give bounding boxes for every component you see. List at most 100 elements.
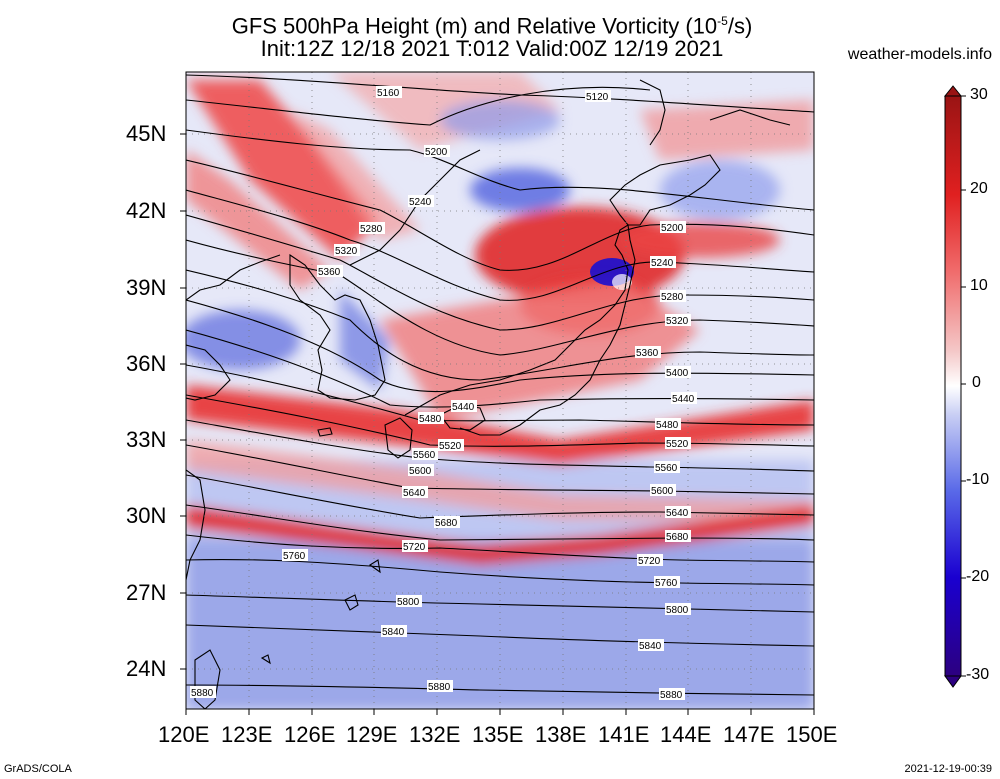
contour-label: 5720 bbox=[637, 554, 663, 567]
lon-label: 126E bbox=[284, 722, 336, 747]
svg-text:5160: 5160 bbox=[377, 88, 400, 99]
contour-label: 5800 bbox=[396, 595, 422, 608]
lon-label: 138E bbox=[535, 722, 587, 747]
contour-label: 5240 bbox=[408, 195, 434, 208]
svg-text:5840: 5840 bbox=[639, 641, 662, 652]
contour-label: 5320 bbox=[334, 244, 360, 257]
contour-label: 5720 bbox=[402, 540, 428, 553]
footer-timestamp: 2021-12-19-00:39 bbox=[904, 763, 992, 775]
contour-label: 5200 bbox=[424, 145, 450, 158]
contour-label: 5360 bbox=[635, 346, 661, 359]
lon-label: 135E bbox=[472, 722, 524, 747]
contour-label: 5520 bbox=[438, 439, 464, 452]
contour-label: 5360 bbox=[317, 265, 343, 278]
svg-text:5880: 5880 bbox=[191, 688, 214, 699]
svg-text:5600: 5600 bbox=[409, 466, 432, 477]
lat-label: 39N bbox=[126, 275, 167, 300]
contour-label: 5120 bbox=[585, 90, 611, 103]
contour-label: 5560 bbox=[654, 461, 680, 474]
contour-label: 5600 bbox=[650, 484, 676, 497]
svg-text:5560: 5560 bbox=[413, 450, 436, 461]
contour-label: 5880 bbox=[190, 686, 216, 699]
contour-label: 5480 bbox=[655, 418, 681, 431]
contour-label: 5840 bbox=[381, 625, 407, 638]
contour-label: 5640 bbox=[402, 486, 428, 499]
lat-label: 45N bbox=[126, 121, 167, 146]
contour-label: 5440 bbox=[671, 392, 697, 405]
height-contours bbox=[186, 74, 814, 696]
colorbar-label: 20 bbox=[970, 180, 988, 197]
contour-label: 5880 bbox=[427, 680, 453, 693]
colorbar-label: -30 bbox=[966, 666, 990, 683]
svg-text:5680: 5680 bbox=[435, 518, 458, 529]
svg-text:5880: 5880 bbox=[428, 682, 451, 693]
contour-label: 5200 bbox=[660, 221, 686, 234]
lon-label: 129E bbox=[346, 722, 398, 747]
footer-credit: GrADS/COLA bbox=[4, 763, 72, 775]
lat-label: 36N bbox=[126, 351, 167, 376]
svg-text:5800: 5800 bbox=[397, 597, 420, 608]
contour-label: 5800 bbox=[665, 603, 691, 616]
svg-text:5880: 5880 bbox=[660, 690, 683, 701]
lat-label: 33N bbox=[126, 427, 167, 452]
lon-label: 144E bbox=[660, 722, 712, 747]
svg-text:5240: 5240 bbox=[409, 197, 432, 208]
lat-label: 27N bbox=[126, 580, 167, 605]
svg-text:5480: 5480 bbox=[656, 420, 679, 431]
contour-label: 5680 bbox=[434, 516, 460, 529]
contour-label: 5480 bbox=[418, 412, 444, 425]
svg-text:5440: 5440 bbox=[672, 394, 695, 405]
lon-label: 147E bbox=[723, 722, 775, 747]
colorbar bbox=[943, 85, 966, 688]
contour-label: 5640 bbox=[665, 506, 691, 519]
svg-text:5640: 5640 bbox=[666, 508, 689, 519]
svg-text:5800: 5800 bbox=[666, 605, 689, 616]
contour-label: 5440 bbox=[451, 400, 477, 413]
contour-label: 5560 bbox=[412, 448, 438, 461]
contour-label: 5600 bbox=[408, 464, 434, 477]
contour-label: 5280 bbox=[660, 290, 686, 303]
colorbar-label: 0 bbox=[972, 374, 981, 391]
colorbar-label: -10 bbox=[966, 471, 990, 488]
svg-text:5760: 5760 bbox=[283, 551, 306, 562]
svg-text:5120: 5120 bbox=[586, 92, 609, 103]
svg-text:5360: 5360 bbox=[636, 348, 659, 359]
svg-text:5680: 5680 bbox=[666, 532, 689, 543]
lat-label: 30N bbox=[126, 503, 167, 528]
svg-text:5760: 5760 bbox=[655, 578, 678, 589]
lon-label: 141E bbox=[598, 722, 650, 747]
svg-text:5200: 5200 bbox=[425, 147, 448, 158]
svg-text:5480: 5480 bbox=[419, 414, 442, 425]
svg-text:5440: 5440 bbox=[452, 402, 475, 413]
contour-label: 5840 bbox=[638, 639, 664, 652]
svg-text:5360: 5360 bbox=[318, 267, 341, 278]
svg-text:5720: 5720 bbox=[403, 542, 426, 553]
svg-text:5560: 5560 bbox=[655, 463, 678, 474]
svg-text:5200: 5200 bbox=[661, 223, 684, 234]
contour-label: 5320 bbox=[665, 314, 691, 327]
svg-text:5400: 5400 bbox=[666, 368, 689, 379]
lat-lon-grid bbox=[186, 72, 814, 709]
lat-label: 24N bbox=[126, 656, 167, 681]
svg-text:5280: 5280 bbox=[360, 224, 383, 235]
lon-label: 120E bbox=[158, 722, 210, 747]
svg-text:5840: 5840 bbox=[382, 627, 405, 638]
lon-label: 123E bbox=[221, 722, 273, 747]
svg-text:5520: 5520 bbox=[666, 439, 689, 450]
colorbar-label: 30 bbox=[970, 86, 988, 103]
colorbar-label: -20 bbox=[966, 568, 990, 585]
colorbar-label: 10 bbox=[970, 277, 988, 294]
svg-text:5320: 5320 bbox=[666, 316, 689, 327]
contour-label: 5400 bbox=[665, 366, 691, 379]
contour-label: 5760 bbox=[654, 576, 680, 589]
svg-text:5600: 5600 bbox=[651, 486, 674, 497]
contour-label: 5280 bbox=[359, 222, 385, 235]
lon-label: 132E bbox=[409, 722, 461, 747]
axis-ticks bbox=[180, 133, 815, 715]
site-credit: weather-models.info bbox=[847, 46, 992, 63]
contour-label: 5160 bbox=[376, 86, 402, 99]
contour-label: 5520 bbox=[665, 437, 691, 450]
svg-text:5320: 5320 bbox=[335, 246, 358, 257]
contour-label: 5680 bbox=[665, 530, 691, 543]
